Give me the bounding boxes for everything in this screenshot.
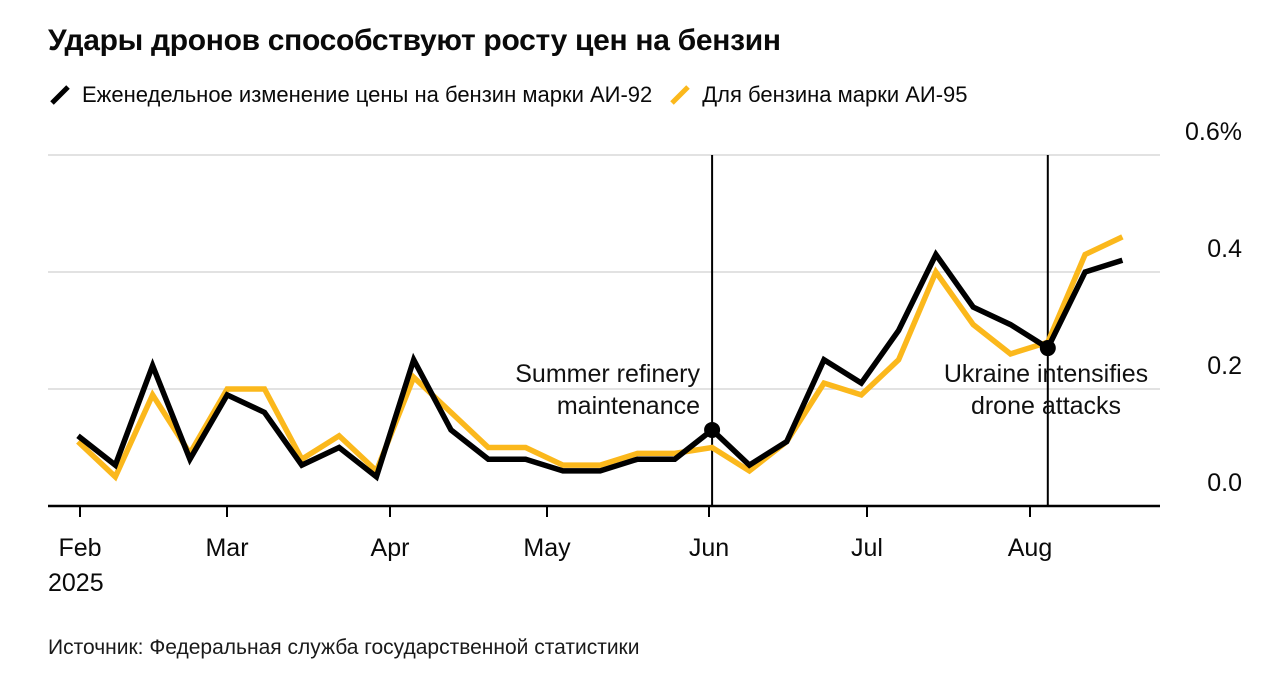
legend-item-ai95: Для бензина марки АИ-95	[668, 82, 968, 108]
annotation-summer-maintenance: Summer refinery maintenance	[515, 358, 700, 422]
series-line-АИ-95	[76, 234, 1124, 482]
y-tick-label: 0.2	[1207, 352, 1242, 380]
y-tick-label: 0.6%	[1185, 118, 1242, 146]
legend-label-ai92: Еженедельное изменение цены на бензин ма…	[82, 82, 653, 107]
x-tick-label: Aug	[1008, 534, 1052, 562]
x-tick-label: Apr	[371, 534, 410, 562]
y-tick-label: 0.0	[1207, 469, 1242, 497]
chart-title: Удары дронов способствуют росту цен на б…	[48, 24, 781, 57]
x-tick-year-label: 2025	[48, 569, 104, 597]
legend-label-ai95: Для бензина марки АИ-95	[702, 82, 968, 107]
x-tick-label: Jul	[851, 534, 883, 562]
annotation-drone-attacks: Ukraine intensifies drone attacks	[884, 358, 1208, 422]
series-line-АИ-92	[76, 249, 1124, 482]
legend-item-ai92: Еженедельное изменение цены на бензин ма…	[48, 82, 652, 108]
annotation-line: Summer refinery	[515, 360, 700, 388]
ai92-slash-icon	[50, 85, 70, 105]
annotation-line: Ukraine intensifies	[943, 360, 1149, 388]
x-tick-label: Jun	[689, 534, 729, 562]
annotation-line: maintenance	[556, 392, 700, 420]
y-tick-label: 0.4	[1207, 235, 1242, 263]
annotation-line: drone attacks	[970, 392, 1122, 420]
legend: Еженедельное изменение цены на бензин ма…	[48, 82, 968, 108]
x-tick-label: Feb	[58, 534, 101, 562]
source-note: Источник: Федеральная служба государстве…	[48, 636, 640, 659]
ai95-slash-icon	[670, 85, 691, 105]
event-dot	[1039, 340, 1056, 357]
x-tick-label: Mar	[205, 534, 248, 562]
x-tick-label: May	[523, 534, 571, 562]
event-dot	[704, 421, 721, 438]
